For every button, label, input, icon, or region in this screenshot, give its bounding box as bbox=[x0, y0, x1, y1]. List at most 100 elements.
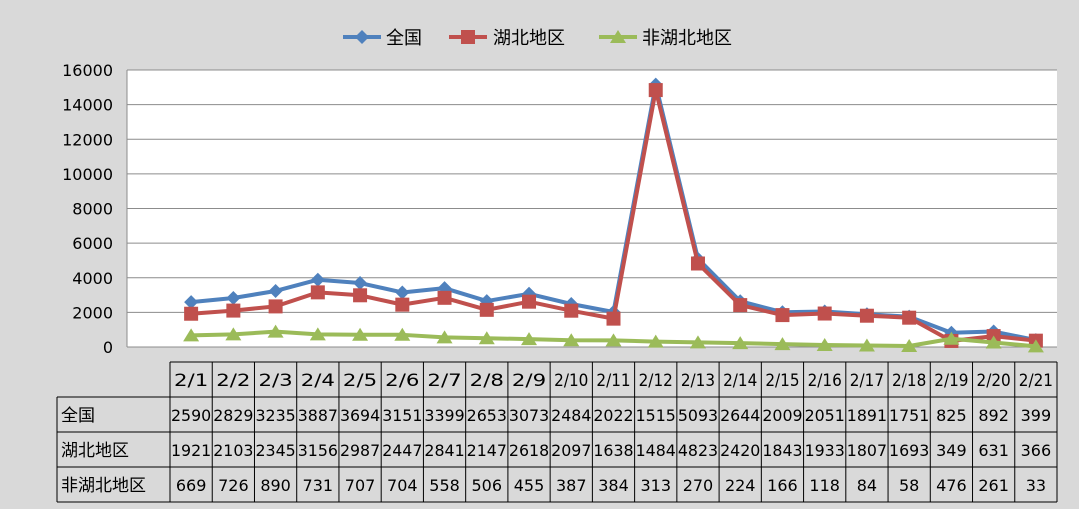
table-cell: 1891 bbox=[847, 406, 887, 425]
legend-item-1: 全国 bbox=[343, 28, 422, 49]
data-point bbox=[774, 337, 791, 351]
y-tick-label: 8000 bbox=[72, 200, 113, 219]
y-tick-label: 6000 bbox=[72, 234, 113, 253]
table-header-cell: 2/12 bbox=[639, 371, 673, 391]
table-cell: 890 bbox=[260, 476, 291, 495]
legend: 全国 湖北地区 非湖北地区 bbox=[343, 28, 732, 49]
data-point bbox=[310, 272, 325, 287]
table-cell: 1807 bbox=[847, 441, 887, 460]
data-point bbox=[352, 327, 369, 341]
data-point bbox=[1027, 339, 1044, 353]
table-cell: 2447 bbox=[382, 441, 422, 460]
data-point bbox=[817, 306, 832, 321]
y-axis: 0 2000 4000 6000 8000 10000 12000 14000 16000 bbox=[62, 61, 128, 357]
table-cell: 33 bbox=[1026, 476, 1046, 495]
table-cell: 2097 bbox=[551, 441, 591, 460]
legend-marker bbox=[355, 30, 369, 44]
table-header-cell: 2/11 bbox=[596, 371, 630, 391]
data-point bbox=[689, 335, 706, 349]
data-point bbox=[775, 308, 790, 323]
table-cell: 3694 bbox=[340, 406, 380, 425]
table-header-cell: 2/7 bbox=[427, 371, 461, 391]
table-cell: 726 bbox=[218, 476, 249, 495]
legend-label: 全国 bbox=[386, 28, 422, 49]
table-header-cell: 2/4 bbox=[301, 371, 335, 391]
y-tick-label: 10000 bbox=[62, 165, 113, 184]
table-cell: 704 bbox=[387, 476, 418, 495]
table-header-cell: 2/19 bbox=[934, 371, 968, 391]
table-cell: 2420 bbox=[720, 441, 760, 460]
legend-marker bbox=[610, 30, 626, 43]
y-tick-label: 14000 bbox=[62, 96, 113, 115]
table-cell: 2484 bbox=[551, 406, 591, 425]
gridlines bbox=[127, 69, 1057, 348]
data-point bbox=[353, 276, 368, 291]
data-point bbox=[902, 310, 917, 325]
data-point bbox=[226, 291, 241, 306]
series-group bbox=[183, 77, 1044, 353]
data-point bbox=[985, 335, 1002, 349]
table-row-label: 非湖北地区 bbox=[61, 476, 146, 496]
table-cell: 3073 bbox=[509, 406, 549, 425]
table-cell: 84 bbox=[857, 476, 877, 495]
table-header-cell: 2/5 bbox=[343, 371, 377, 391]
table-cell: 2841 bbox=[424, 441, 464, 460]
table-cell: 1484 bbox=[636, 441, 676, 460]
data-point bbox=[436, 330, 453, 344]
table-cell: 58 bbox=[899, 476, 919, 495]
table-cell: 366 bbox=[1021, 441, 1052, 460]
table-cell: 3887 bbox=[298, 406, 338, 425]
table-cell: 399 bbox=[1021, 406, 1052, 425]
table-cell: 2051 bbox=[805, 406, 845, 425]
table-cell: 476 bbox=[936, 476, 967, 495]
table-header-cell: 2/13 bbox=[681, 371, 715, 391]
table-cell: 1751 bbox=[889, 406, 929, 425]
table-cell: 2644 bbox=[720, 406, 760, 425]
table-header-cell: 2/21 bbox=[1019, 371, 1053, 391]
data-point bbox=[647, 334, 664, 348]
table-cell: 707 bbox=[345, 476, 376, 495]
legend-label: 非湖北地区 bbox=[642, 28, 732, 49]
table-header-cell: 2/3 bbox=[258, 371, 292, 391]
data-point bbox=[395, 285, 410, 300]
table-header-cell: 2/9 bbox=[512, 371, 546, 391]
data-point bbox=[395, 297, 410, 312]
table-cell: 2103 bbox=[213, 441, 253, 460]
table-cell: 825 bbox=[936, 406, 967, 425]
table-header-cell: 2/15 bbox=[765, 371, 799, 391]
table-cell: 2345 bbox=[255, 441, 295, 460]
table-header-cell: 2/16 bbox=[808, 371, 842, 391]
data-point bbox=[267, 324, 284, 338]
data-point bbox=[184, 295, 199, 310]
table-header-cell: 2/18 bbox=[892, 371, 926, 391]
y-tick-label: 4000 bbox=[72, 269, 113, 288]
data-point bbox=[521, 332, 538, 346]
data-point bbox=[605, 333, 622, 347]
table-cell: 3399 bbox=[424, 406, 464, 425]
table-cell: 3151 bbox=[382, 406, 422, 425]
table-cell: 892 bbox=[978, 406, 1009, 425]
data-point bbox=[309, 327, 326, 341]
table-header-cell: 2/2 bbox=[216, 371, 250, 391]
table-cell: 669 bbox=[176, 476, 207, 495]
data-point bbox=[268, 299, 283, 314]
data-point bbox=[816, 337, 833, 351]
data-point bbox=[901, 338, 918, 352]
table-cell: 506 bbox=[472, 476, 503, 495]
table-cell: 270 bbox=[683, 476, 714, 495]
data-point bbox=[268, 283, 283, 298]
table-cell: 2022 bbox=[593, 406, 633, 425]
y-tick-label: 16000 bbox=[62, 61, 113, 80]
data-point bbox=[859, 308, 874, 323]
table-cell: 3235 bbox=[255, 406, 295, 425]
data-point bbox=[183, 328, 200, 342]
table-header-cell: 2/1 bbox=[174, 371, 208, 391]
table-cell: 5093 bbox=[678, 406, 718, 425]
table-header-cell: 2/10 bbox=[554, 371, 588, 391]
data-point bbox=[858, 338, 875, 352]
data-point bbox=[564, 303, 579, 318]
legend-marker bbox=[461, 30, 475, 44]
data-point bbox=[184, 306, 199, 321]
table-cell: 4823 bbox=[678, 441, 718, 460]
